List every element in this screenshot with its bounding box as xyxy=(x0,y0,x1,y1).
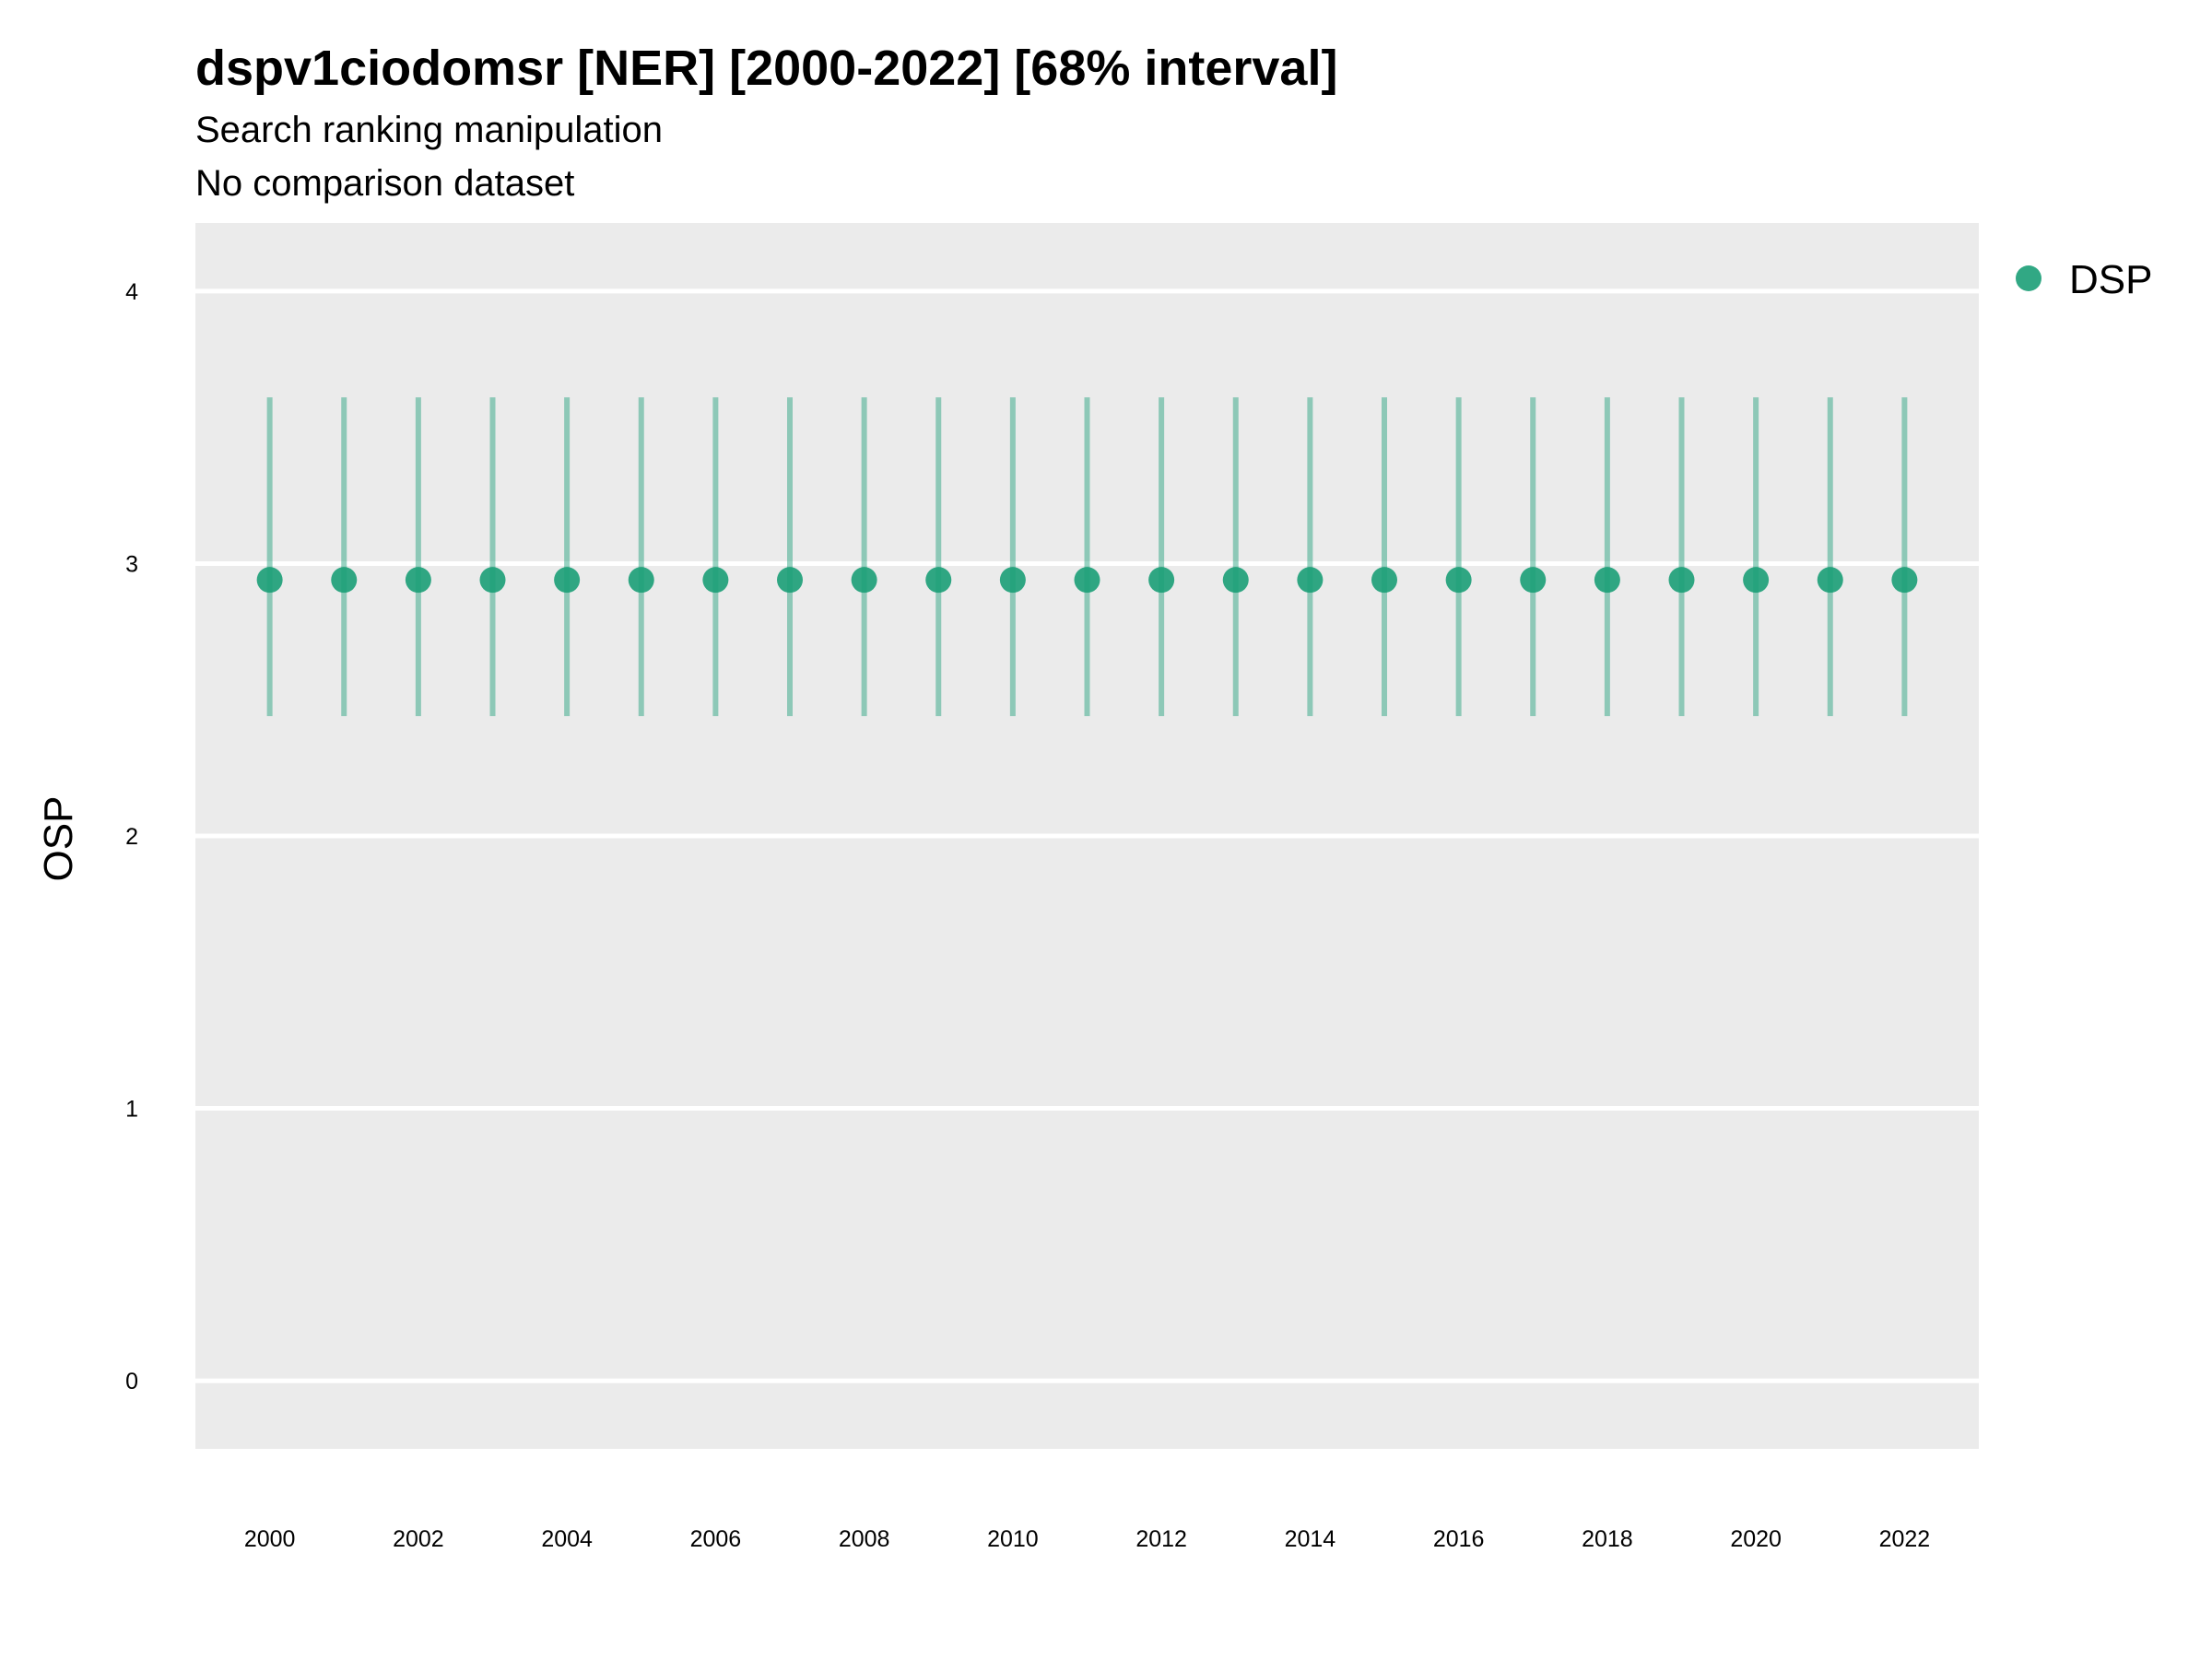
x-tick-label-2010: 2010 xyxy=(987,1526,1039,1552)
data-point-2009 xyxy=(925,567,952,594)
data-point-2014 xyxy=(1297,567,1324,594)
data-point-2012 xyxy=(1148,567,1175,594)
x-tick-label-2012: 2012 xyxy=(1135,1526,1187,1552)
x-tick-label-2020: 2020 xyxy=(1730,1526,1782,1552)
data-point-2015 xyxy=(1371,567,1397,594)
data-point-2020 xyxy=(1743,567,1770,594)
data-point-2003 xyxy=(479,567,506,594)
x-tick-label-2004: 2004 xyxy=(541,1526,593,1552)
data-points xyxy=(256,567,1918,594)
y-axis-title: OSP xyxy=(36,796,81,882)
x-tick-label-2008: 2008 xyxy=(839,1526,890,1552)
x-tick-label-2002: 2002 xyxy=(393,1526,444,1552)
y-tick-label-3: 3 xyxy=(125,551,138,577)
x-tick-label-2022: 2022 xyxy=(1879,1526,1931,1552)
data-point-2022 xyxy=(1891,567,1918,594)
data-point-2000 xyxy=(256,567,283,594)
y-tick-label-2: 2 xyxy=(125,824,138,850)
legend-swatch-dsp xyxy=(2016,265,2041,291)
chart-subtitle-line-1: Search ranking manipulation xyxy=(195,110,663,150)
x-tick-label-2018: 2018 xyxy=(1582,1526,1633,1552)
x-tick-label-2014: 2014 xyxy=(1285,1526,1336,1552)
grid-lines xyxy=(195,288,1979,1383)
data-point-2011 xyxy=(1074,567,1100,594)
data-point-2018 xyxy=(1594,567,1620,594)
y-tick-label-0: 0 xyxy=(125,1369,138,1394)
data-point-2016 xyxy=(1445,567,1472,594)
legend-label-dsp: DSP xyxy=(2069,257,2152,302)
x-axis-ticks: 2000 2002 2004 2006 2008 2010 2012 2014 2016 2018… xyxy=(244,1526,1930,1552)
y-axis-ticks: 0 1 2 3 4 xyxy=(125,279,138,1394)
x-tick-label-2006: 2006 xyxy=(690,1526,742,1552)
legend: DSP xyxy=(2016,257,2152,302)
data-point-2004 xyxy=(554,567,581,594)
data-point-2006 xyxy=(702,567,729,594)
x-tick-label-2000: 2000 xyxy=(244,1526,296,1552)
chart-title: dspv1ciodomsr [NER] [2000-2022] [68% int… xyxy=(195,41,1337,96)
y-tick-label-1: 1 xyxy=(125,1097,138,1123)
data-point-2008 xyxy=(851,567,877,594)
data-point-2017 xyxy=(1520,567,1547,594)
data-point-2007 xyxy=(777,567,803,594)
data-point-2001 xyxy=(331,567,358,594)
data-point-2010 xyxy=(999,567,1026,594)
error-bars xyxy=(266,397,1908,716)
x-tick-label-2016: 2016 xyxy=(1433,1526,1485,1552)
y-tick-label-4: 4 xyxy=(125,279,138,305)
data-point-2013 xyxy=(1222,567,1249,594)
data-point-2002 xyxy=(405,567,431,594)
data-point-2021 xyxy=(1817,567,1843,594)
data-point-2019 xyxy=(1668,567,1695,594)
chart-subtitle-line-2: No comparison dataset xyxy=(195,163,574,204)
data-point-2005 xyxy=(628,567,654,594)
